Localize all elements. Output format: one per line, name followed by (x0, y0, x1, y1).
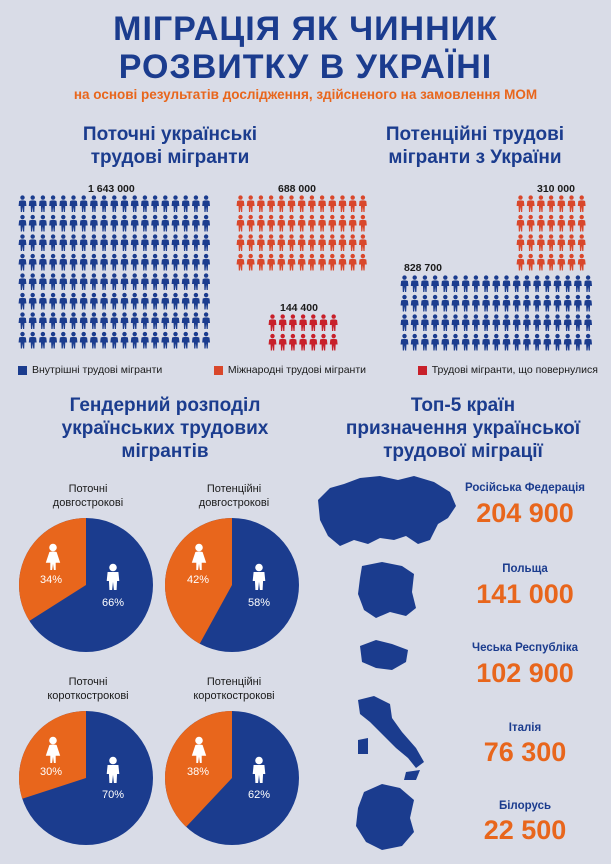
country-name: Польща (502, 563, 548, 575)
legend-item: Трудові мігранти, що повернулися (417, 364, 598, 376)
legend: Внутрішні трудові мігранти Міжнародні тр… (18, 364, 598, 376)
pie-label-line: довгострокові (198, 497, 270, 509)
legend-swatch (213, 365, 223, 375)
pie-female-slice (165, 518, 232, 644)
heading-line: призначення української (345, 418, 581, 439)
poland-map (358, 562, 416, 618)
current-internal-count: 1 643 000 (88, 183, 135, 195)
country-name: Італія (508, 722, 542, 734)
pie-label-line: Поточні (68, 676, 108, 688)
pie-female-pct: 42% (187, 574, 210, 586)
legend-item: Міжнародні трудові мігранти (213, 364, 367, 376)
italy-map (358, 696, 424, 780)
czech-map (360, 640, 408, 670)
gender-heading: Гендерний розподіл українських трудових … (20, 394, 310, 463)
pie-label: Потенційні довгострокові (164, 482, 304, 510)
legend-swatch (18, 365, 27, 375)
pie-label-line: короткострокові (47, 690, 129, 702)
legend-item: Внутрішні трудові мігранти (18, 364, 162, 376)
legend-swatch (417, 365, 427, 375)
current-returned-count: 144 400 (280, 302, 318, 314)
heading-line: трудові мігранти (90, 147, 250, 168)
potential-international-count: 310 000 (537, 183, 575, 195)
pie-label-line: Потенційні (206, 483, 262, 495)
russia-map (318, 476, 456, 546)
country-value: 22 500 (483, 815, 567, 845)
country-value: 204 900 (476, 498, 574, 528)
current-migrants-heading: Поточні українські трудові мігранти (40, 123, 300, 169)
title-line-2: РОЗВИТКУ В УКРАЇНІ (118, 48, 493, 86)
pie-label: Поточні довгострокові (18, 482, 158, 510)
pie-female-slice (165, 711, 232, 827)
pie-female-pct: 34% (40, 574, 63, 586)
country-value: 76 300 (483, 737, 567, 767)
heading-line: Потенційні трудові (385, 124, 565, 145)
pie-label-line: короткострокові (193, 690, 275, 702)
pie-label-line: довгострокові (52, 497, 124, 509)
country-maps (318, 476, 456, 850)
top5-heading: Топ-5 країн призначення української труд… (318, 394, 608, 463)
current-international-count: 688 000 (278, 183, 316, 195)
pie-label: Потенційні короткострокові (164, 675, 304, 703)
pie-label: Поточні короткострокові (18, 675, 158, 703)
page-subtitle: на основі результатів дослідження, здійс… (73, 87, 538, 102)
heading-line: українських трудових (61, 418, 269, 439)
heading-line: мігранти з України (388, 147, 562, 168)
country-name: Чеська Республіка (472, 642, 578, 654)
heading-line: мігрантів (121, 441, 209, 462)
legend-label: Міжнародні трудові мігранти (227, 364, 367, 376)
pie-male-pct: 70% (102, 789, 125, 801)
pie-female-pct: 30% (40, 766, 63, 778)
belarus-map (356, 784, 414, 850)
pie-male-pct: 66% (102, 597, 125, 609)
country-name: Російська Федерація (464, 482, 586, 494)
title-line-1: МІГРАЦІЯ ЯК ЧИННИК (113, 10, 498, 48)
country-value: 102 900 (476, 658, 574, 688)
page-title: МІГРАЦІЯ ЯК ЧИННИК РОЗВИТКУ В УКРАЇНІ (0, 10, 611, 86)
heading-line: трудової міграції (383, 441, 543, 462)
heading-line: Гендерний розподіл (69, 395, 261, 416)
potential-internal-count: 828 700 (404, 262, 442, 274)
country-value: 141 000 (476, 579, 574, 609)
pie-label-line: Поточні (68, 483, 108, 495)
pie-female-pct: 38% (187, 766, 210, 778)
pie-male-pct: 58% (248, 597, 271, 609)
heading-line: Топ-5 країн (410, 395, 516, 416)
heading-line: Поточні українські (82, 124, 258, 145)
pie-male-pct: 62% (248, 789, 271, 801)
potential-migrants-heading: Потенційні трудові мігранти з України (345, 123, 605, 169)
legend-label: Трудові мігранти, що повернулися (431, 364, 598, 376)
legend-label: Внутрішні трудові мігранти (32, 364, 163, 376)
country-name: Білорусь (498, 800, 552, 812)
pie-female-slice (18, 518, 86, 621)
pie-label-line: Потенційні (206, 676, 262, 688)
